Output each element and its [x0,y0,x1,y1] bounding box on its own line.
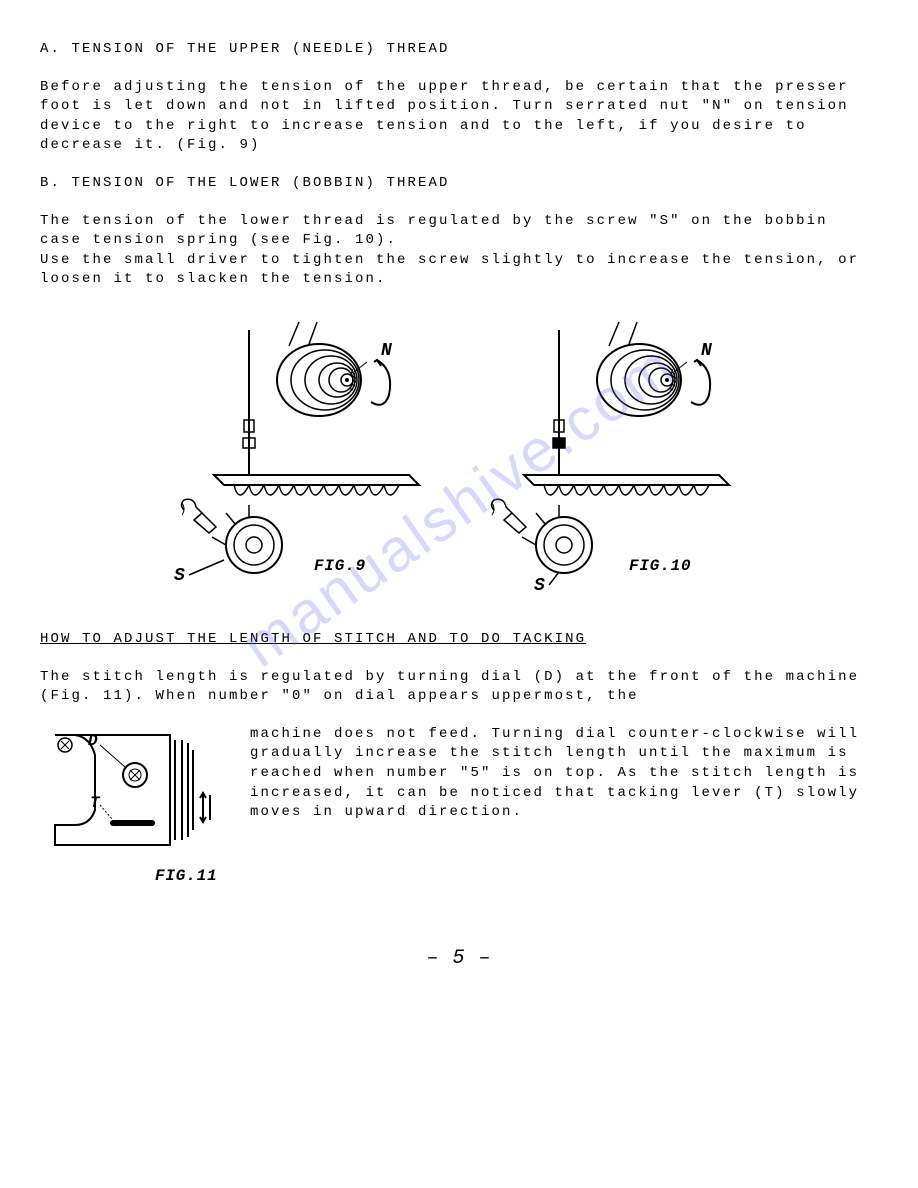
fig10-label-s: S [534,576,547,596]
section-stitch-heading: HOW TO ADJUST THE LENGTH OF STITCH AND T… [40,630,878,650]
section-a-body: Before adjusting the tension of the uppe… [40,78,878,156]
figure-11: D T FIG.11 [40,725,230,895]
section-stitch-wrapped: machine does not feed. Turning dial coun… [250,725,878,823]
section-b-body: The tension of the lower thread is regul… [40,212,878,290]
section-stitch-intro: The stitch length is regulated by turnin… [40,668,878,707]
fig11-caption: FIG.11 [155,867,217,885]
fig9-label-s: S [174,566,187,586]
section-a-heading: A. TENSION OF THE UPPER (NEEDLE) THREAD [40,40,878,60]
fig10-label-n: N [701,341,714,361]
fig11-label-d: D [88,732,100,750]
fig11-label-t: T [90,794,102,812]
figure-10: N [479,320,759,600]
fig10-drawing: N [479,320,759,600]
figure-area-9-10: N [40,320,878,600]
page-number: – 5 – [40,945,878,973]
fig11-and-text: D T FIG.11 machine does not feed. Turnin… [40,725,878,895]
fig9-label-n: N [381,341,394,361]
fig11-drawing: D T FIG.11 [40,725,230,895]
fig10-caption: FIG.10 [629,557,691,575]
fig9-caption: FIG.9 [314,557,366,575]
fig9-drawing: N [159,320,439,600]
section-b-heading: B. TENSION OF THE LOWER (BOBBIN) THREAD [40,174,878,194]
figure-9: N [159,320,439,600]
